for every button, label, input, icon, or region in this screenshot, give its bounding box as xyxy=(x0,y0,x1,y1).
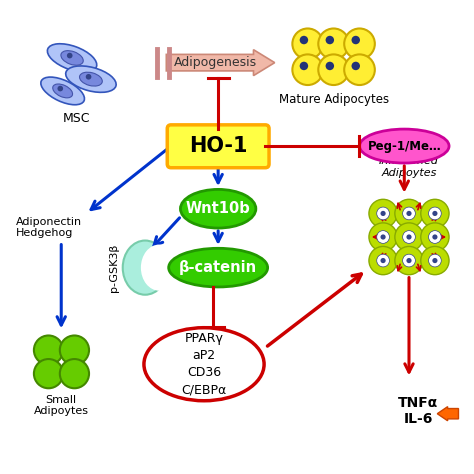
Text: PPARγ
aP2
CD36
C/EBPα: PPARγ aP2 CD36 C/EBPα xyxy=(182,332,227,396)
Ellipse shape xyxy=(60,336,89,365)
Ellipse shape xyxy=(359,129,449,163)
Text: TNFα
IL-6: TNFα IL-6 xyxy=(398,396,438,427)
Circle shape xyxy=(86,74,91,80)
Circle shape xyxy=(432,211,438,216)
Circle shape xyxy=(402,207,415,220)
Circle shape xyxy=(432,235,438,239)
Ellipse shape xyxy=(53,84,73,98)
Circle shape xyxy=(432,258,438,263)
FancyArrow shape xyxy=(166,50,275,76)
Text: Peg-1/Me…: Peg-1/Me… xyxy=(367,139,441,153)
Text: Wnt10b: Wnt10b xyxy=(186,201,251,216)
Ellipse shape xyxy=(369,246,397,275)
Ellipse shape xyxy=(421,223,449,251)
Ellipse shape xyxy=(318,55,349,85)
Circle shape xyxy=(402,231,415,243)
Text: p-GSK3β: p-GSK3β xyxy=(109,244,119,292)
Ellipse shape xyxy=(61,51,83,65)
Ellipse shape xyxy=(181,190,256,228)
Ellipse shape xyxy=(421,199,449,228)
Ellipse shape xyxy=(395,199,423,228)
Ellipse shape xyxy=(169,248,268,287)
Ellipse shape xyxy=(369,223,397,251)
Ellipse shape xyxy=(80,72,102,86)
Ellipse shape xyxy=(141,245,178,291)
Circle shape xyxy=(377,231,390,243)
Ellipse shape xyxy=(369,199,397,228)
Ellipse shape xyxy=(421,246,449,275)
Ellipse shape xyxy=(144,328,264,401)
Circle shape xyxy=(352,62,360,70)
Circle shape xyxy=(326,62,334,70)
Ellipse shape xyxy=(292,55,323,85)
Ellipse shape xyxy=(66,66,116,92)
Circle shape xyxy=(381,211,386,216)
Circle shape xyxy=(428,254,441,267)
Circle shape xyxy=(57,86,63,91)
Circle shape xyxy=(406,258,411,263)
Circle shape xyxy=(326,36,334,44)
Ellipse shape xyxy=(123,240,167,295)
Circle shape xyxy=(428,207,441,220)
FancyArrow shape xyxy=(438,407,458,421)
Ellipse shape xyxy=(41,77,84,105)
Ellipse shape xyxy=(344,28,375,59)
Text: Adiponectin
Hedgehog: Adiponectin Hedgehog xyxy=(16,217,82,238)
Ellipse shape xyxy=(395,246,423,275)
Circle shape xyxy=(377,254,390,267)
Ellipse shape xyxy=(395,223,423,251)
Circle shape xyxy=(381,258,386,263)
Circle shape xyxy=(377,207,390,220)
Circle shape xyxy=(402,254,415,267)
Circle shape xyxy=(300,62,308,70)
Text: Mature Adipocytes: Mature Adipocytes xyxy=(279,93,389,106)
Text: Adipogenesis: Adipogenesis xyxy=(174,56,257,69)
Ellipse shape xyxy=(318,28,349,59)
Ellipse shape xyxy=(292,28,323,59)
Text: Small
Adipoytes: Small Adipoytes xyxy=(34,395,89,417)
Ellipse shape xyxy=(34,336,63,365)
Text: HO-1: HO-1 xyxy=(189,136,247,156)
Circle shape xyxy=(381,235,386,239)
Circle shape xyxy=(300,36,308,44)
Text: Large
Inflammed
Adipoytes: Large Inflammed Adipoytes xyxy=(379,145,439,178)
Ellipse shape xyxy=(34,359,63,388)
Ellipse shape xyxy=(47,44,97,72)
Circle shape xyxy=(352,36,360,44)
Ellipse shape xyxy=(344,55,375,85)
Text: β-catenin: β-catenin xyxy=(179,260,257,275)
Text: MSC: MSC xyxy=(63,112,91,125)
Circle shape xyxy=(406,211,411,216)
FancyBboxPatch shape xyxy=(167,125,269,168)
Circle shape xyxy=(428,231,441,243)
Circle shape xyxy=(406,235,411,239)
Ellipse shape xyxy=(60,359,89,388)
Circle shape xyxy=(67,53,73,58)
